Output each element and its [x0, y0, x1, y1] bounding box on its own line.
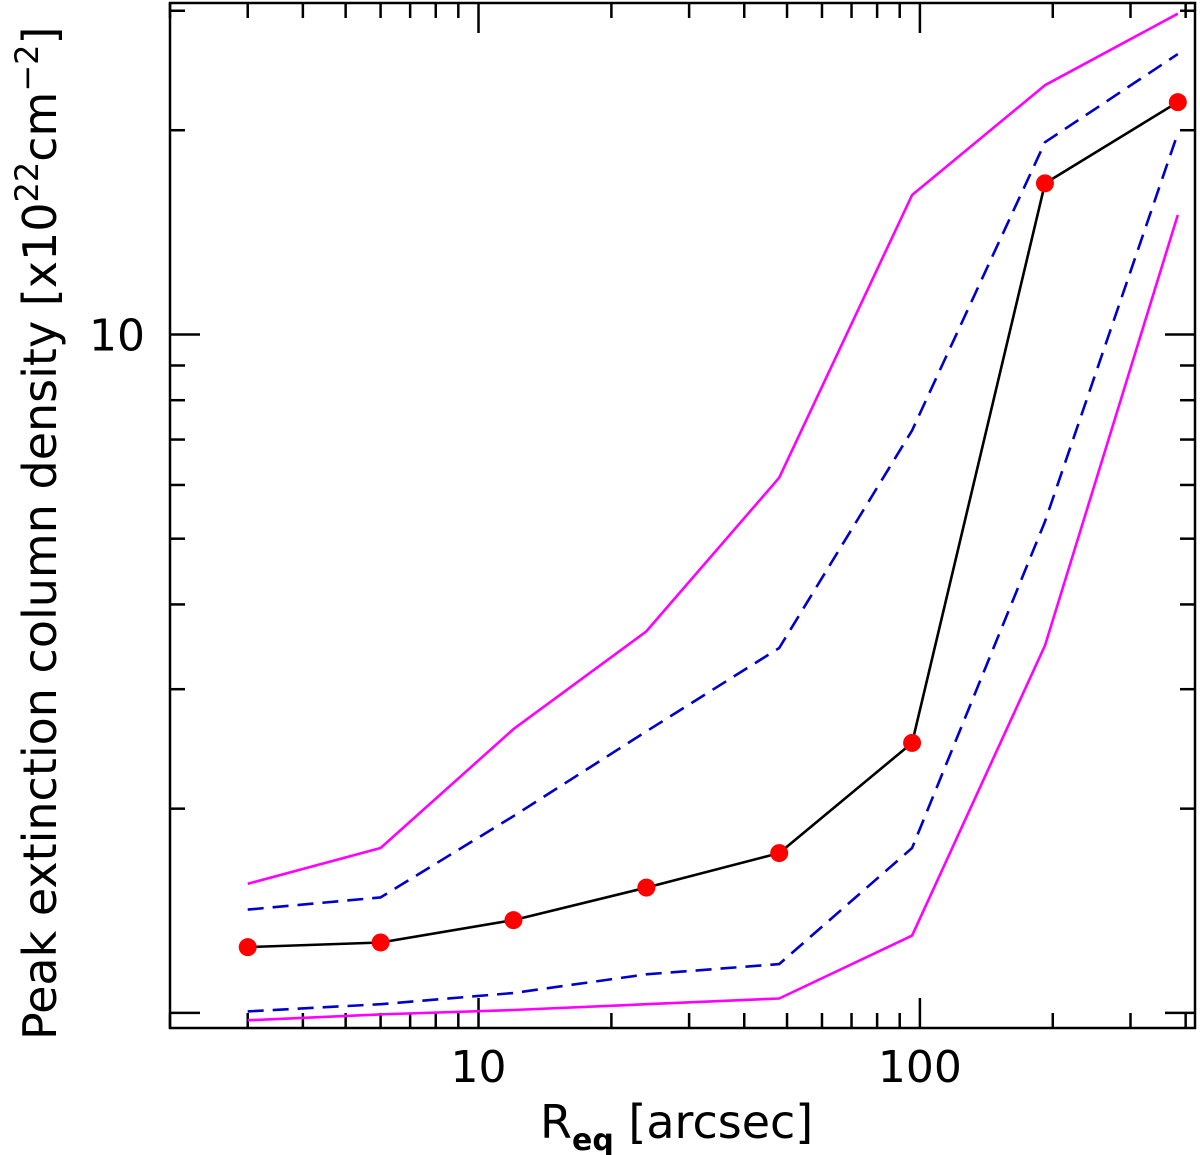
series-line-lower-outer: [247, 214, 1180, 1022]
data-point: [1035, 174, 1054, 193]
axis-ticks: [168, 3, 1195, 1028]
data-point: [1168, 93, 1187, 112]
x-tick-label: 10: [451, 1042, 507, 1093]
x-axis-title: Req [arcsec]: [540, 1095, 813, 1155]
series-line-upper-dashed: [247, 53, 1179, 911]
tick-labels: 10 100 10: [89, 310, 962, 1093]
y-tick-label: 10: [89, 310, 145, 361]
series-line-lower-dashed: [247, 132, 1180, 1013]
y-axis-title-end: ]: [13, 27, 67, 45]
series-line-median: [247, 100, 1179, 949]
x-tick-label: 100: [878, 1042, 962, 1093]
series-layer: [247, 12, 1180, 1022]
y-axis-title-mid: cm: [13, 92, 67, 162]
y-axis-title: Peak extinction column density [x1022cm−…: [8, 27, 67, 1040]
x-axis-title-sub: eq: [572, 1123, 614, 1155]
x-axis-title-main: R: [540, 1095, 572, 1149]
data-point: [504, 911, 523, 930]
y-axis-title-main: Peak extinction column density [x10: [13, 202, 67, 1040]
data-point: [238, 938, 257, 957]
data-point: [770, 844, 789, 863]
data-point: [637, 878, 656, 897]
data-point: [903, 733, 922, 752]
marker-layer: [238, 93, 1187, 957]
plot-frame: [168, 1, 1197, 1030]
y-axis-title-exp1: 22: [8, 162, 46, 203]
x-axis-title-rest: [arcsec]: [614, 1095, 813, 1149]
data-point: [371, 933, 390, 952]
y-axis-title-exp2: −2: [8, 44, 46, 91]
series-line-upper-outer: [247, 12, 1179, 886]
